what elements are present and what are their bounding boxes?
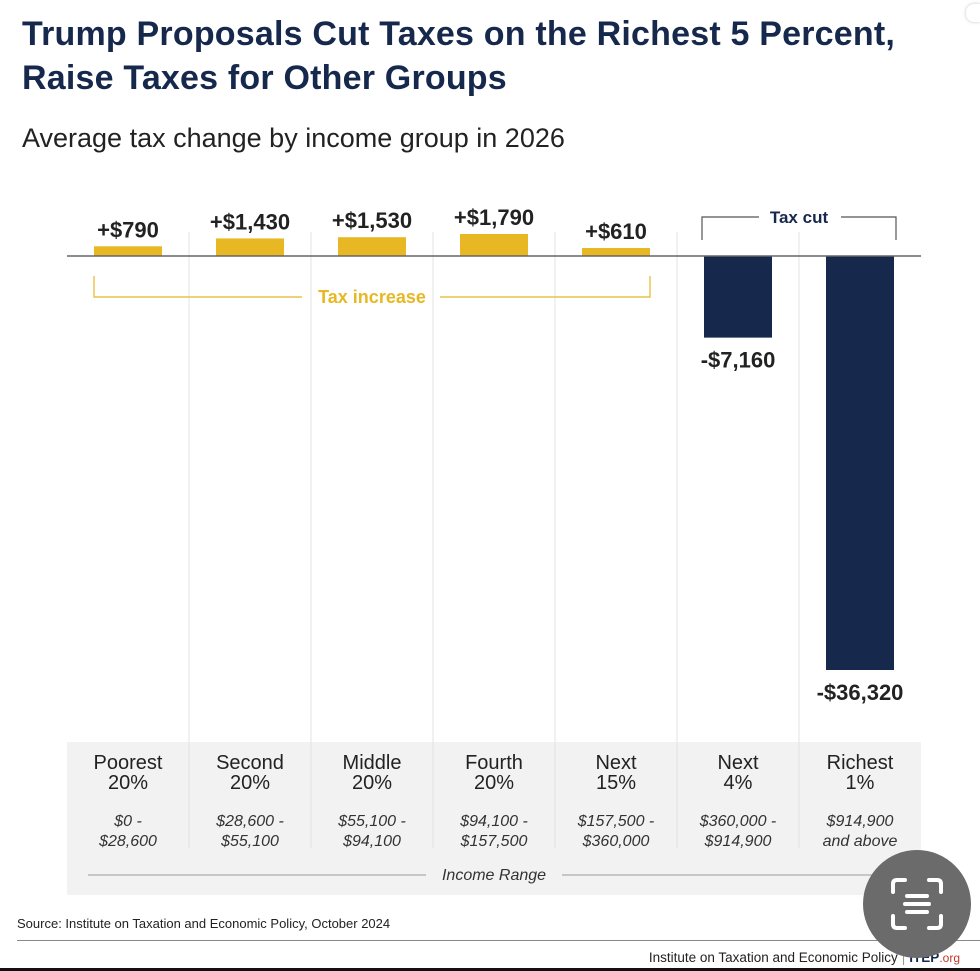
chart-subtitle: Average tax change by income group in 20… — [22, 123, 565, 153]
category-label-3-line2: 20% — [474, 772, 514, 794]
category-label-4-line1: Next — [595, 752, 637, 774]
income-range-4-line2: $360,000 — [582, 833, 650, 850]
org-name: Institute on Taxation and Economic Polic… — [648, 950, 898, 965]
income-range-6-line2: and above — [823, 833, 898, 850]
category-label-5-line1: Next — [717, 752, 759, 774]
income-range-5-line2: $914,900 — [704, 833, 772, 850]
itep-logo-suffix: .org — [939, 951, 960, 965]
bar-0 — [94, 246, 162, 256]
value-label-5: -$7,160 — [701, 348, 776, 373]
tax-increase-bracket-left — [93, 276, 302, 298]
income-range-1-line1: $28,600 - — [215, 813, 284, 830]
category-label-6-line2: 1% — [846, 772, 875, 794]
footer-separator: | — [901, 950, 906, 965]
bar-3 — [460, 234, 528, 256]
tax-increase-label: Tax increase — [318, 287, 426, 307]
income-range-3-line1: $94,100 - — [459, 813, 528, 830]
x-axis-label: Income Range — [442, 867, 546, 884]
category-panel — [67, 742, 921, 895]
category-label-2-line2: 20% — [352, 772, 392, 794]
income-range-2-line1: $55,100 - — [337, 813, 406, 830]
income-range-3-line2: $157,500 — [460, 833, 528, 850]
tax-increase-bracket-right — [440, 276, 651, 298]
bar-chart: +$790 +$1,430 +$1,530 +$1,790 +$610 -$7,160 -$… — [67, 205, 921, 895]
bar-1 — [216, 238, 284, 256]
income-range-5-line1: $360,000 - — [699, 813, 777, 830]
income-range-1-line2: $55,100 — [220, 833, 279, 850]
category-label-3-line1: Fourth — [465, 752, 523, 774]
income-range-4-line1: $157,500 - — [577, 813, 655, 830]
category-label-0-line1: Poorest — [94, 752, 163, 774]
income-range-2-line2: $94,100 — [342, 833, 401, 850]
scan-corner-icon[interactable] — [966, 4, 980, 22]
category-label-4-line2: 15% — [596, 772, 636, 794]
value-label-0: +$790 — [97, 217, 159, 242]
bar-5 — [704, 256, 772, 338]
income-range-0-line1: $0 - — [113, 813, 142, 830]
bottom-border — [0, 968, 980, 971]
text-scan-button[interactable] — [863, 850, 971, 958]
footer-divider — [17, 940, 980, 941]
value-label-2: +$1,530 — [332, 208, 412, 233]
bar-4 — [582, 248, 650, 256]
bar-6 — [826, 256, 894, 670]
income-range-6-line1: $914,900 — [826, 813, 894, 830]
tax-cut-bracket-left — [701, 216, 759, 240]
chart-title: Trump Proposals Cut Taxes on the Richest… — [22, 15, 896, 97]
category-label-0-line2: 20% — [108, 772, 148, 794]
category-label-1-line2: 20% — [230, 772, 270, 794]
category-label-1-line1: Second — [216, 752, 284, 774]
category-label-6-line1: Richest — [827, 752, 894, 774]
tax-cut-label: Tax cut — [770, 208, 829, 227]
source-note: Source: Institute on Taxation and Econom… — [17, 916, 391, 931]
value-label-4: +$610 — [585, 219, 647, 244]
category-label-5-line2: 4% — [724, 772, 753, 794]
value-label-6: -$36,320 — [817, 680, 904, 705]
value-label-1: +$1,430 — [210, 209, 290, 234]
category-label-2-line1: Middle — [343, 752, 402, 774]
income-range-0-line2: $28,600 — [98, 833, 157, 850]
value-label-3: +$1,790 — [454, 205, 534, 230]
tax-cut-bracket-right — [841, 216, 897, 240]
text-scan-icon — [891, 878, 943, 930]
bar-2 — [338, 237, 406, 256]
